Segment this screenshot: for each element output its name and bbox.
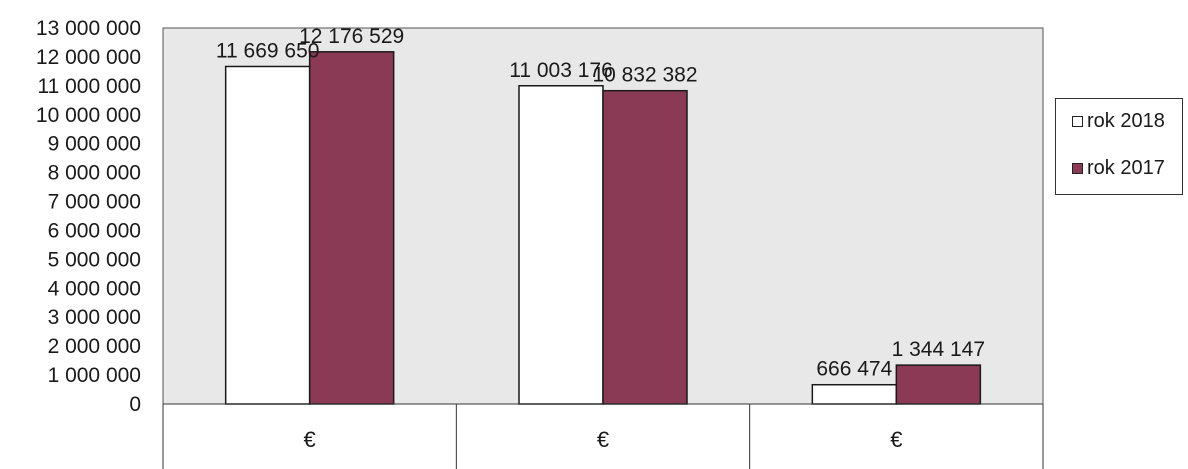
y-tick-label: 1 000 000 [48,364,141,387]
legend-swatch-2017 [1072,163,1083,174]
data-label: 12 176 529 [299,25,404,48]
legend: rok 2018 rok 2017 [1055,98,1183,195]
bar-rok-2017-0 [308,51,395,405]
legend-item-2017: rok 2017 [1072,157,1165,180]
legend-label-2017: rok 2017 [1087,157,1165,179]
y-tick-label: 5 000 000 [48,248,141,271]
legend-swatch-2018 [1072,116,1083,127]
bar-rok-2018-0 [224,65,311,405]
y-tick-label: 3 000 000 [48,306,141,329]
y-tick-label: 12 000 000 [36,46,141,69]
y-tick-label: 13 000 000 [36,17,141,40]
legend-label-2018: rok 2018 [1087,110,1165,132]
category-label: € [597,427,609,452]
bar-rok-2018-1 [518,85,604,405]
y-tick-label: 8 000 000 [48,162,141,185]
y-tick-label: 2 000 000 [48,335,141,358]
data-label: 10 832 382 [592,64,697,87]
y-tick-label: 9 000 000 [48,133,141,156]
category-label: € [890,427,902,452]
y-tick-label: 6 000 000 [48,219,141,242]
y-tick-label: 0 [129,393,141,416]
bars [224,51,982,405]
y-tick-label: 11 000 000 [37,75,141,98]
y-axis-ticks: 0 1 000 000 2 000 000 3 000 000 4 000 000 5 0… [36,17,141,416]
bar-rok-2017-2 [895,364,982,405]
data-label: 1 344 147 [892,338,985,361]
bar-rok-2017-1 [602,89,688,405]
data-label: 666 474 [816,358,892,381]
y-tick-label: 4 000 000 [48,277,141,300]
data-label: 11 669 650 [216,39,320,62]
y-tick-label: 7 000 000 [48,191,141,214]
category-label: € [304,427,316,452]
legend-item-2018: rok 2018 [1072,110,1165,133]
data-label: 11 003 176 [509,59,613,82]
category-axis: € € € [162,403,1044,469]
bar-rok-2018-2 [811,383,898,405]
y-tick-label: 10 000 000 [36,104,141,127]
